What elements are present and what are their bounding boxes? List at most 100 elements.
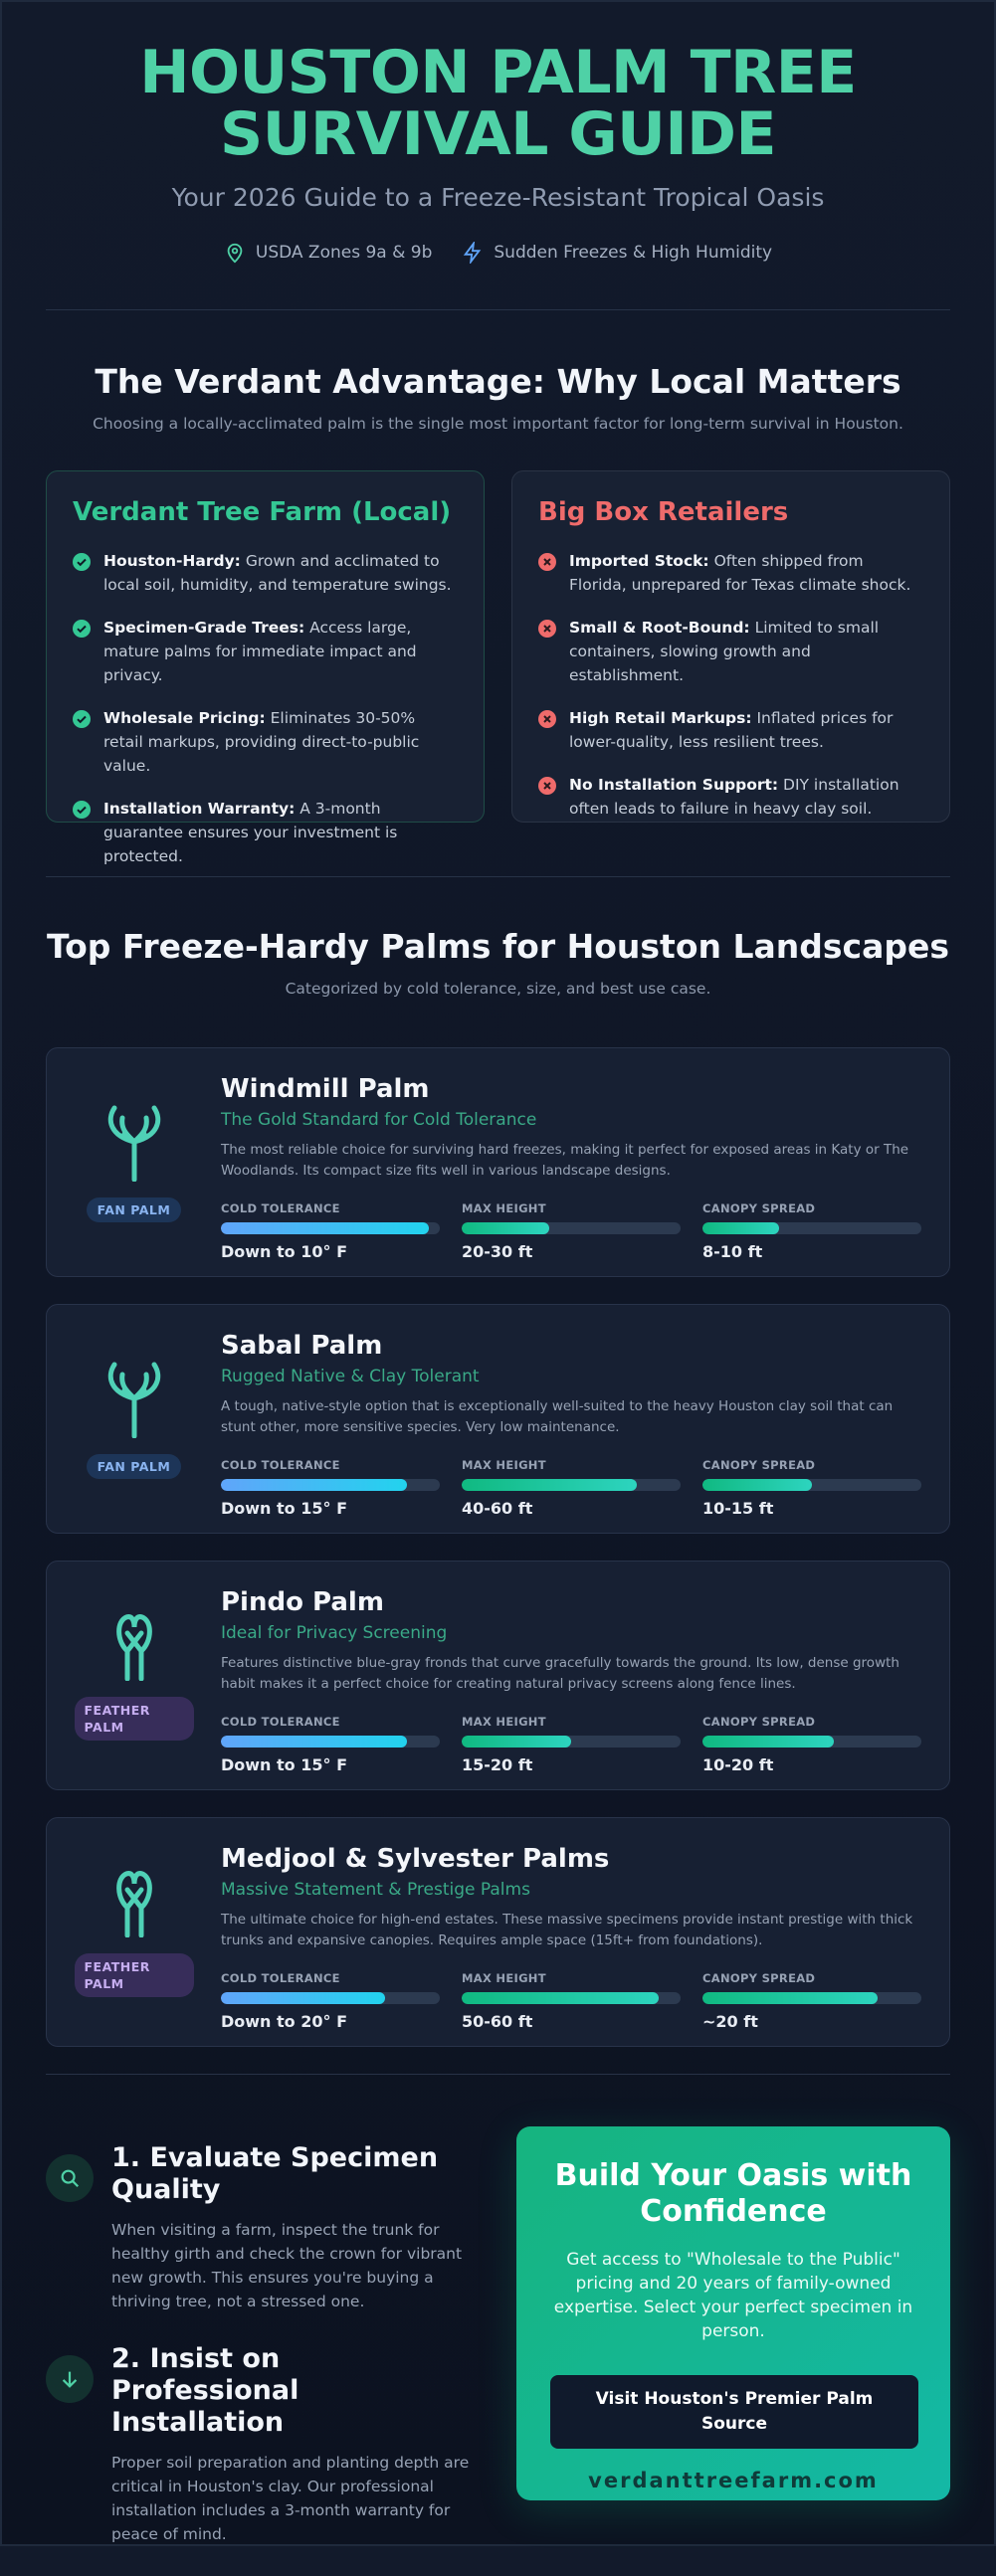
- check-icon: [73, 620, 91, 638]
- stat-label: COLD TOLERANCE: [221, 1971, 340, 1985]
- cross-icon: [538, 777, 556, 795]
- item-text: Small & Root-Bound: Limited to small con…: [569, 616, 923, 687]
- stat-label: COLD TOLERANCE: [221, 1201, 340, 1215]
- stat: MAX HEIGHT 40-60 ft: [462, 1458, 681, 1518]
- cta-url[interactable]: verdanttreefarm.com: [588, 2469, 879, 2492]
- palm-description: A tough, native-style option that is exc…: [221, 1398, 894, 1435]
- step-body: 1. Evaluate Specimen Quality When visitin…: [111, 2142, 474, 2313]
- item-label: Imported Stock:: [569, 552, 709, 570]
- stat: CANOPY SPREAD 8-10 ft: [702, 1201, 921, 1261]
- stat-bar-track: [462, 1222, 681, 1234]
- cta-title: Build Your Oasis with Confidence: [554, 2158, 912, 2229]
- palm-icon: [115, 1870, 152, 1937]
- stat: MAX HEIGHT 50-60 ft: [462, 1971, 681, 2031]
- stat: CANOPY SPREAD 10-15 ft: [702, 1458, 921, 1518]
- subtitle: Your 2026 Guide to a Freeze-Resistant Tr…: [171, 183, 825, 212]
- category-badge: FAN PALM: [86, 1454, 182, 1479]
- step-title: 1. Evaluate Specimen Quality: [111, 2142, 439, 2205]
- section-title: Top Freeze-Hardy Palms for Houston Lands…: [46, 927, 950, 966]
- stat-value: Down to 10° F: [221, 1242, 347, 1261]
- stat-label: MAX HEIGHT: [462, 1715, 546, 1729]
- palm-tagline: Ideal for Privacy Screening: [221, 1623, 448, 1643]
- stat-bar-fill: [221, 1736, 407, 1748]
- stat-bar-track: [702, 1736, 921, 1748]
- palm-icon-column: FEATHER PALM: [47, 1562, 221, 1789]
- item-text: Installation Warranty: A 3-month guarant…: [103, 797, 458, 868]
- badge: Sudden Freezes & High Humidity: [462, 242, 772, 264]
- card-title: Verdant Tree Farm (Local): [73, 497, 452, 527]
- stat-value: ~20 ft: [702, 2012, 758, 2031]
- stat: COLD TOLERANCE Down to 15° F: [221, 1715, 440, 1774]
- item-description: A 3-month guarantee ensures your investm…: [103, 800, 398, 865]
- divider: [46, 2074, 950, 2075]
- palm-tagline: Rugged Native & Clay Tolerant: [221, 1367, 480, 1386]
- palm-tagline: Massive Statement & Prestige Palms: [221, 1880, 530, 1900]
- palms-section: Top Freeze-Hardy Palms for Houston Lands…: [2, 877, 994, 2047]
- arrow-icon: [62, 2371, 78, 2388]
- step-icon: [46, 2154, 94, 2202]
- item-label: Installation Warranty:: [103, 800, 296, 818]
- palm-icon-column: FAN PALM: [47, 1048, 221, 1276]
- stat-bar-fill: [702, 1992, 878, 2004]
- palm-stats: COLD TOLERANCE Down to 20° F MAX HEIGHT 50-…: [221, 1971, 921, 2031]
- stat-label: MAX HEIGHT: [462, 1201, 546, 1215]
- stat-bar-track: [462, 1992, 681, 2004]
- stat-bar-fill: [221, 1222, 429, 1234]
- stat-label: MAX HEIGHT: [462, 1971, 546, 1985]
- palm-card: FEATHER PALM Medjool & Sylvester Palms Mas…: [46, 1817, 950, 2047]
- stat-bar-fill: [702, 1222, 779, 1234]
- item-description: DIY installation often leads to failure …: [569, 776, 899, 818]
- stat-label: COLD TOLERANCE: [221, 1715, 340, 1729]
- item-description: Access large, mature palms for immediate…: [103, 619, 417, 684]
- card-item: No Installation Support: DIY installatio…: [538, 773, 923, 821]
- palm-stats: COLD TOLERANCE Down to 15° F MAX HEIGHT 15-…: [221, 1715, 921, 1774]
- palm-icon: [107, 1105, 160, 1182]
- stat-value: 20-30 ft: [462, 1242, 533, 1261]
- stat-bar-track: [221, 1479, 440, 1491]
- stat-label: CANOPY SPREAD: [702, 1201, 816, 1215]
- item-description: Limited to small containers, slowing gro…: [569, 619, 880, 684]
- palm-card: FAN PALM Windmill Palm The Gold Standard f…: [46, 1047, 950, 1277]
- pin-icon: [227, 243, 243, 264]
- item-label: Houston-Hardy:: [103, 552, 241, 570]
- stat-value: 50-60 ft: [462, 2012, 533, 2031]
- card-item: Wholesale Pricing: Eliminates 30-50% ret…: [73, 706, 458, 778]
- cross-icon: [538, 710, 556, 728]
- stat: COLD TOLERANCE Down to 10° F: [221, 1201, 440, 1261]
- stat-bar-fill: [702, 1736, 834, 1748]
- stat-value: 10-15 ft: [702, 1499, 774, 1518]
- stat-bar-fill: [462, 1992, 659, 2004]
- item-text: Imported Stock: Often shipped from Flori…: [569, 549, 923, 597]
- cta-button[interactable]: Visit Houston's Premier Palm Source: [550, 2375, 918, 2449]
- stat-bar-track: [702, 1479, 921, 1491]
- badge-text: USDA Zones 9a & 9b: [255, 243, 433, 263]
- item-label: No Installation Support:: [569, 776, 779, 794]
- cta-text: Get access to "Wholesale to the Public" …: [553, 2250, 913, 2341]
- card-item: Specimen-Grade Trees: Access large, matu…: [73, 616, 458, 687]
- palm-description: The most reliable choice for surviving h…: [221, 1142, 909, 1179]
- stat-label: COLD TOLERANCE: [221, 1458, 340, 1472]
- card-item: Houston-Hardy: Grown and acclimated to l…: [73, 549, 458, 597]
- stat-bar-fill: [462, 1736, 571, 1748]
- section-title: The Verdant Advantage: Why Local Matters: [95, 362, 901, 401]
- bolt-icon: [464, 242, 482, 264]
- cta-card: Build Your Oasis with Confidence Get acc…: [516, 2126, 950, 2500]
- stat-value: 15-20 ft: [462, 1755, 533, 1774]
- step-body: 2. Insist on Professional Installation Pr…: [111, 2343, 474, 2546]
- stat: MAX HEIGHT 15-20 ft: [462, 1715, 681, 1774]
- palm-body: Sabal Palm Rugged Native & Clay Tolerant A…: [221, 1305, 949, 1533]
- stat-bar-track: [221, 1222, 440, 1234]
- stat-bar-track: [462, 1479, 681, 1491]
- palm-card: FAN PALM Sabal Palm Rugged Native & Clay T…: [46, 1304, 950, 1534]
- item-label: Specimen-Grade Trees:: [103, 619, 305, 637]
- palm-name: Medjool & Sylvester Palms: [221, 1844, 610, 1874]
- stat-value: 8-10 ft: [702, 1242, 763, 1261]
- stat-bar-fill: [221, 1992, 385, 2004]
- stat-value: Down to 15° F: [221, 1755, 347, 1774]
- cross-icon: [538, 553, 556, 571]
- palm-tagline: The Gold Standard for Cold Tolerance: [221, 1110, 537, 1130]
- divider: [46, 309, 950, 310]
- badge-text: Sudden Freezes & High Humidity: [494, 243, 773, 263]
- step: 1. Evaluate Specimen Quality When visitin…: [46, 2142, 474, 2313]
- palm-icon-column: FEATHER PALM: [47, 1818, 221, 2046]
